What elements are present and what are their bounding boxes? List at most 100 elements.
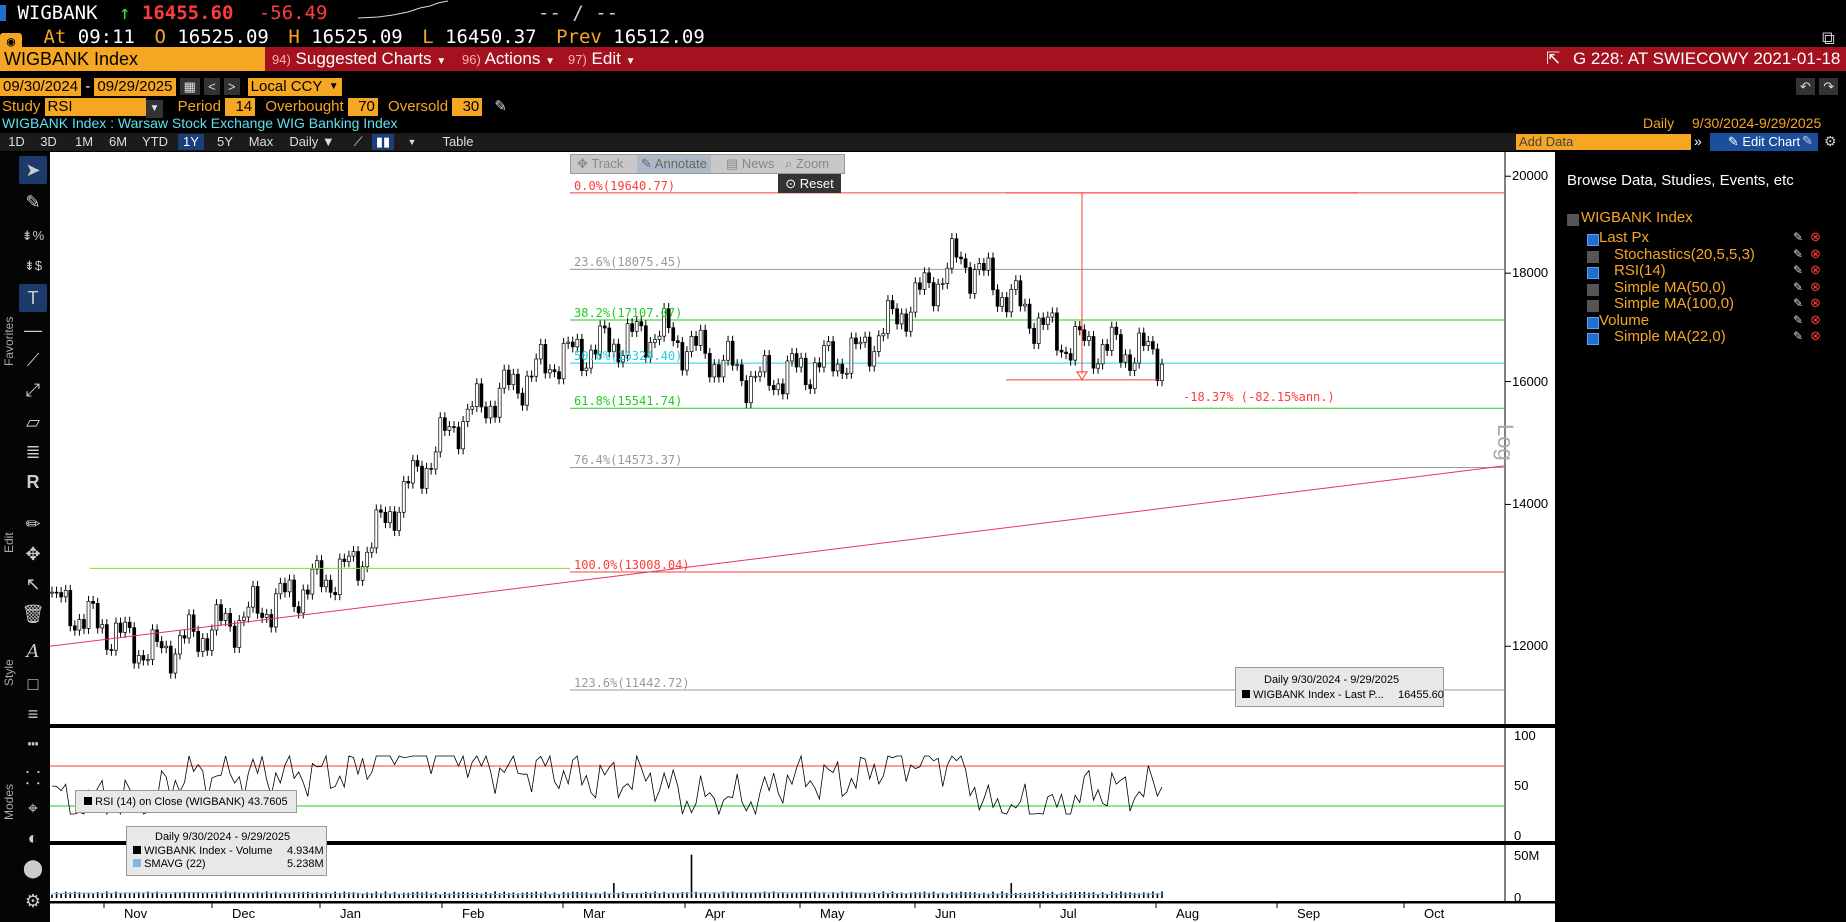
oversold-input[interactable]: 30: [452, 98, 483, 116]
range-5y-button[interactable]: 5Y: [217, 134, 233, 149]
snap-icon[interactable]: ◐: [27, 828, 39, 848]
zoom-button[interactable]: ⌕ Zoom: [785, 156, 830, 171]
remove-icon[interactable]: ⊗: [1810, 262, 1821, 277]
add-data-input[interactable]: Add Data: [1516, 134, 1691, 150]
panel-item-checkbox[interactable]: [1587, 283, 1599, 296]
remove-icon[interactable]: ⊗: [1810, 278, 1821, 294]
horizontal-line-icon[interactable]: —: [24, 320, 42, 340]
trash-icon[interactable]: 🗑: [21, 604, 45, 624]
table-button[interactable]: Table: [442, 134, 474, 149]
panel-item-checkbox[interactable]: [1587, 333, 1599, 345]
range-max-button[interactable]: Max: [248, 134, 274, 149]
annotate-button[interactable]: ✎ Annotate: [637, 155, 711, 173]
log-scale-label[interactable]: Log: [1493, 424, 1518, 461]
news-button[interactable]: ▤ News: [726, 156, 775, 171]
panel-item-checkbox[interactable]: [1587, 250, 1599, 263]
panel-item-label[interactable]: Last Px: [1599, 229, 1650, 246]
remove-icon[interactable]: ⊗: [1810, 245, 1821, 261]
popout-icon[interactable]: ⧉: [1822, 28, 1835, 48]
chevron-down-icon[interactable]: ▼: [145, 100, 164, 118]
pencil-icon[interactable]: ✎: [1793, 296, 1804, 310]
prev-period-button[interactable]: <: [204, 78, 220, 95]
period-input[interactable]: 14: [225, 98, 256, 116]
panel-item-checkbox[interactable]: [1587, 267, 1599, 279]
remove-icon[interactable]: ⊗: [1810, 311, 1821, 327]
remove-icon[interactable]: ⊗: [1810, 295, 1821, 310]
line-weight-icon[interactable]: ≡: [27, 704, 39, 724]
color-palette-icon[interactable]: ⬤: [22, 858, 44, 878]
cursor-icon[interactable]: ➤: [19, 156, 47, 184]
dollar-tool-icon[interactable]: ⇟$: [23, 258, 43, 273]
security-tab[interactable]: WIGBANK Index: [0, 47, 265, 71]
chart-settings-icon[interactable]: ✎: [1802, 133, 1813, 148]
fill-color-icon[interactable]: □: [27, 674, 39, 694]
volume-legend[interactable]: Daily 9/30/2024 - 9/29/2025 WIGBANK Inde…: [126, 826, 327, 876]
overbought-input[interactable]: 70: [347, 98, 378, 116]
line-style-icon[interactable]: ┅: [27, 734, 39, 754]
calendar-icon[interactable]: ▦: [179, 78, 200, 95]
reset-button[interactable]: ⊙ Reset: [778, 174, 841, 193]
magnet-mode-icon[interactable]: ⌖: [27, 798, 39, 818]
gear-icon[interactable]: ⚙: [1824, 133, 1837, 149]
panel-item-checkbox[interactable]: [1587, 234, 1599, 246]
pencil-icon[interactable]: ✎: [1793, 329, 1804, 343]
select-add-icon[interactable]: ↖: [25, 574, 41, 594]
panel-item-label[interactable]: Stochastics(20,5,5,3): [1614, 245, 1755, 263]
pencil-icon[interactable]: ✎: [1793, 312, 1804, 327]
range-1y-button[interactable]: 1Y: [178, 134, 204, 150]
price-chart[interactable]: [50, 152, 1555, 922]
actions-menu[interactable]: 96) Actions ▼: [462, 49, 555, 69]
settings-icon[interactable]: ⚙: [24, 891, 42, 911]
panel-item-label[interactable]: Simple MA(50,0): [1614, 278, 1726, 296]
ticker-symbol[interactable]: WIGBANK: [17, 2, 98, 24]
pencil-icon[interactable]: ✎: [494, 98, 507, 115]
panel-item-checkbox[interactable]: [1587, 300, 1599, 312]
ray-icon[interactable]: ⤢: [25, 380, 41, 400]
expand-icon[interactable]: »: [1694, 133, 1702, 149]
pencil-icon[interactable]: ✎: [1793, 246, 1804, 261]
text-tool-icon[interactable]: T: [19, 284, 47, 312]
panel-item-label[interactable]: Simple MA(100,0): [1614, 295, 1735, 312]
undo-icon[interactable]: ↶: [1796, 78, 1815, 95]
frequency-dropdown[interactable]: Daily ▼: [289, 134, 335, 149]
panel-root-item[interactable]: WIGBANK Index: [1581, 209, 1693, 226]
panel-item-label[interactable]: RSI(14): [1614, 262, 1666, 279]
suggested-charts-menu[interactable]: 94) Suggested Charts ▼: [272, 49, 446, 69]
panel-item-label[interactable]: Simple MA(22,0): [1614, 328, 1726, 345]
draw-line-icon[interactable]: ✎: [25, 192, 41, 212]
range-1d-button[interactable]: 1D: [8, 134, 25, 149]
study-select[interactable]: RSI: [44, 98, 146, 116]
candle-chart-icon[interactable]: ▮▮: [372, 134, 394, 150]
range-3d-button[interactable]: 3D: [40, 134, 57, 149]
related-function-link[interactable]: ⇱ G 228: AT SWIECOWY 2021-01-18: [1546, 49, 1840, 69]
pencil-icon[interactable]: ✎: [1793, 263, 1804, 277]
percent-tool-icon[interactable]: ⇟%: [21, 228, 45, 243]
main-legend[interactable]: Daily 9/30/2024 - 9/29/2025 WIGBANK Inde…: [1235, 667, 1444, 707]
trendline-icon[interactable]: ⟋: [26, 350, 40, 370]
end-date-field[interactable]: 09/29/2025: [94, 78, 176, 96]
start-date-field[interactable]: 09/30/2024: [0, 78, 82, 96]
pencil-icon[interactable]: ✎: [1793, 230, 1804, 244]
range-6m-button[interactable]: 6M: [108, 134, 128, 149]
edit-chart-button[interactable]: ✎ Edit Chart: [1710, 133, 1818, 151]
remove-icon[interactable]: ⊗: [1810, 328, 1821, 343]
rsi-legend[interactable]: RSI (14) on Close (WIGBANK) 43.7605: [75, 790, 297, 813]
currency-select[interactable]: Local CCY ▼: [247, 78, 342, 96]
next-period-button[interactable]: >: [223, 78, 240, 95]
panel-item-checkbox[interactable]: [1587, 316, 1599, 329]
remove-icon[interactable]: ⊗: [1810, 229, 1821, 244]
font-style-icon[interactable]: A: [26, 641, 40, 662]
crosshair-mode-icon[interactable]: ⸬: [25, 768, 41, 788]
panel-item-label[interactable]: Volume: [1599, 311, 1650, 329]
line-chart-icon[interactable]: ⟋: [353, 134, 363, 149]
fibonacci-icon[interactable]: ≣: [25, 442, 41, 462]
root-checkbox[interactable]: [1567, 214, 1579, 226]
redo-icon[interactable]: ↷: [1819, 78, 1839, 95]
edit-menu[interactable]: 97) Edit ▼: [568, 49, 635, 69]
retracement-icon[interactable]: R: [26, 472, 40, 492]
channel-icon[interactable]: ▱: [26, 412, 40, 432]
pencil-icon[interactable]: ✎: [1793, 279, 1804, 294]
edit-pencil-icon[interactable]: ✏: [25, 514, 41, 534]
range-ytd-button[interactable]: YTD: [142, 134, 168, 149]
move-icon[interactable]: ✥: [25, 544, 41, 564]
